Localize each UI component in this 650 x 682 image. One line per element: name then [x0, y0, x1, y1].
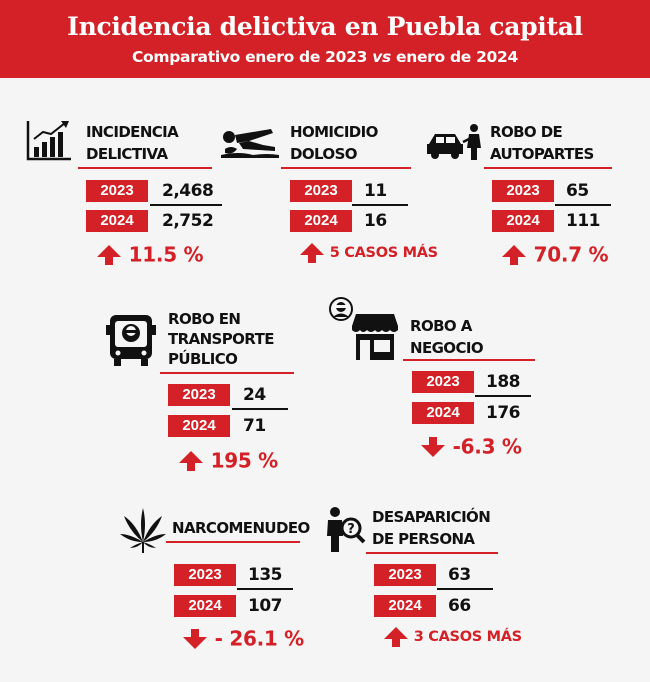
year-badge-2023: 2023	[174, 564, 236, 586]
year-badge-2024: 2024	[290, 210, 352, 232]
bus-icon	[106, 315, 156, 366]
category-label: TRANSPORTE	[168, 330, 274, 348]
change-value: 3 CASOS MÁS	[413, 629, 522, 645]
underline	[366, 552, 498, 554]
underline	[166, 541, 300, 543]
svg-text:?: ?	[347, 522, 355, 537]
divider	[475, 395, 531, 397]
year-badge-2023: 2023	[168, 384, 230, 406]
value-2024: 2,752	[162, 211, 214, 231]
change-indicator: 70.7 %	[501, 240, 609, 268]
cannabis-leaf-icon	[120, 508, 166, 553]
divider	[237, 588, 293, 590]
change-value: -6.3 %	[452, 434, 522, 459]
underline	[403, 359, 535, 361]
body-outline-icon	[221, 129, 279, 158]
category-label: DE PERSONA	[372, 530, 475, 548]
arrow-up-icon	[179, 450, 203, 471]
value-2023: 2,468	[162, 181, 214, 201]
car-mechanic-icon	[427, 124, 481, 160]
value-2024: 71	[243, 416, 266, 436]
change-indicator: 195 %	[178, 446, 278, 474]
value-2024: 176	[486, 403, 521, 423]
year-badge-2023: 2023	[412, 371, 474, 393]
change-value: 195 %	[210, 448, 279, 473]
page-title: Incidencia delictiva en Puebla capital	[67, 12, 583, 41]
arrow-up-icon	[502, 244, 526, 265]
year-badge-2024: 2024	[374, 595, 436, 617]
year-badge-2023: 2023	[86, 180, 148, 202]
year-badge-2024: 2024	[412, 402, 474, 424]
divider	[437, 588, 493, 590]
category-label: ROBO EN	[168, 310, 241, 328]
value-2024: 16	[364, 211, 387, 231]
divider	[555, 204, 611, 206]
year-badge-2024: 2024	[492, 210, 554, 232]
change-value: - 26.1 %	[214, 626, 305, 651]
value-2023: 135	[248, 565, 283, 585]
change-indicator: - 26.1 %	[182, 624, 304, 652]
category-label: DESAPARICIÓN	[372, 508, 491, 526]
page-subtitle: Comparativo enero de 2023 vs enero de 20…	[0, 48, 650, 66]
category-label: NARCOMENUDEO	[172, 519, 310, 537]
category-label: AUTOPARTES	[490, 145, 594, 163]
arrow-down-icon	[421, 436, 445, 457]
change-indicator: -6.3 %	[420, 432, 522, 460]
change-indicator: 3 CASOS MÁS	[383, 624, 522, 650]
store-icon	[329, 297, 398, 360]
value-2024: 66	[448, 596, 471, 616]
arrow-up-icon	[300, 243, 324, 263]
year-badge-2024: 2024	[86, 210, 148, 232]
subtitle-text: Comparativo enero de 2023	[131, 48, 373, 66]
change-indicator: 5 CASOS MÁS	[299, 240, 438, 266]
category-label: HOMICIDIO	[290, 123, 378, 141]
category-label: DOLOSO	[290, 145, 358, 163]
year-badge-2023: 2023	[374, 564, 436, 586]
arrow-up-icon	[384, 627, 408, 647]
category-label: INCIDENCIA	[86, 123, 179, 141]
subtitle-text-end: enero de 2024	[390, 48, 519, 66]
bar-chart-icon	[26, 121, 71, 161]
year-badge-2024: 2024	[174, 595, 236, 617]
divider	[352, 204, 408, 206]
arrow-up-icon	[97, 244, 121, 265]
value-2023: 65	[566, 181, 589, 201]
category-label: PÚBLICO	[168, 350, 238, 368]
underline	[484, 167, 612, 169]
category-label: DELICTIVA	[86, 145, 168, 163]
change-indicator: 11.5 %	[96, 240, 204, 268]
arrow-down-icon	[183, 628, 207, 649]
underline	[281, 167, 411, 169]
subtitle-vs: vs	[372, 48, 391, 66]
header-banner: Incidencia delictiva en Puebla capital C…	[0, 0, 650, 78]
change-value: 5 CASOS MÁS	[329, 245, 438, 261]
divider	[232, 408, 288, 410]
value-2024: 107	[248, 596, 283, 616]
value-2023: 63	[448, 565, 471, 585]
underline	[160, 372, 294, 374]
year-badge-2023: 2023	[290, 180, 352, 202]
change-value: 70.7 %	[533, 242, 609, 267]
value-2023: 188	[486, 372, 521, 392]
missing-person-icon: ?	[327, 507, 366, 552]
change-value: 11.5 %	[128, 242, 204, 267]
category-label: NEGOCIO	[410, 339, 484, 357]
category-label: ROBO DE	[490, 123, 563, 141]
value-2023: 11	[364, 181, 387, 201]
year-badge-2023: 2023	[492, 180, 554, 202]
year-badge-2024: 2024	[168, 415, 230, 437]
divider	[150, 204, 222, 206]
underline	[78, 167, 212, 169]
value-2023: 24	[243, 385, 266, 405]
value-2024: 111	[566, 211, 601, 231]
category-label: ROBO A	[410, 317, 472, 335]
